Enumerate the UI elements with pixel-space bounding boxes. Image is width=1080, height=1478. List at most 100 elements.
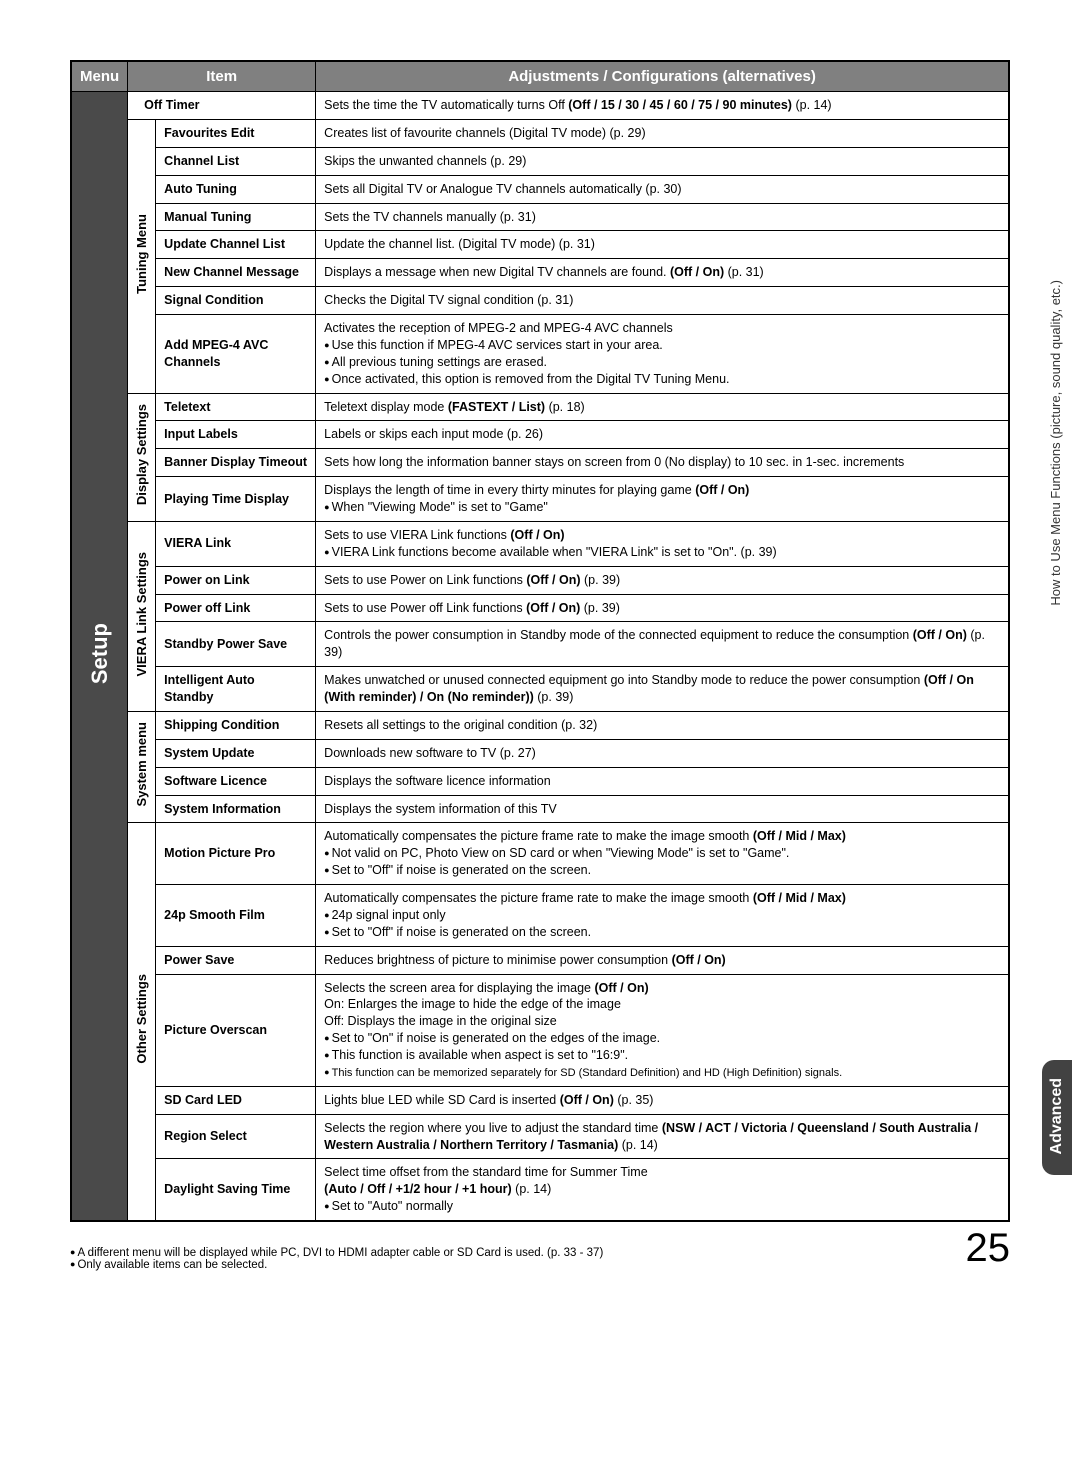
item-cell: Channel List [156,147,316,175]
item-cell: Daylight Saving Time [156,1159,316,1221]
header-adj: Adjustments / Configurations (alternativ… [316,61,1009,92]
table-row: Intelligent Auto Standby Makes unwatched… [71,667,1009,712]
table-row: Auto Tuning Sets all Digital TV or Analo… [71,175,1009,203]
desc-cell: Reduces brightness of picture to minimis… [316,946,1009,974]
item-cell: Signal Condition [156,287,316,315]
desc-cell: Skips the unwanted channels (p. 29) [316,147,1009,175]
item-cell: Banner Display Timeout [156,449,316,477]
table-row: System Information Displays the system i… [71,795,1009,823]
desc-cell: Checks the Digital TV signal condition (… [316,287,1009,315]
desc-cell: Displays the system information of this … [316,795,1009,823]
table-row: Power Save Reduces brightness of picture… [71,946,1009,974]
footer-note: A different menu will be displayed while… [70,1247,603,1259]
item-cell: Update Channel List [156,231,316,259]
desc-cell: Update the channel list. (Digital TV mod… [316,231,1009,259]
desc-cell: Resets all settings to the original cond… [316,711,1009,739]
desc-cell: Controls the power consumption in Standb… [316,622,1009,667]
item-cell: System Information [156,795,316,823]
table-row: Channel List Skips the unwanted channels… [71,147,1009,175]
page-number: 25 [966,1226,1011,1271]
desc-cell: Selects the screen area for displaying t… [316,974,1009,1086]
item-cell: Power on Link [156,566,316,594]
side-tab-gray: How to Use Menu Functions (picture, soun… [1048,280,1072,840]
table-row: Playing Time Display Displays the length… [71,477,1009,522]
table-row: Power on Link Sets to use Power on Link … [71,566,1009,594]
desc-cell: Automatically compensates the picture fr… [316,823,1009,885]
side-tab-dark: Advanced [1042,1060,1072,1175]
desc-cell: Displays a message when new Digital TV c… [316,259,1009,287]
table-row: Picture Overscan Selects the screen area… [71,974,1009,1086]
item-cell: Input Labels [156,421,316,449]
item-cell: Teletext [156,393,316,421]
table-row: Standby Power Save Controls the power co… [71,622,1009,667]
table-row: Setup Off Timer Sets the time the TV aut… [71,92,1009,120]
header-menu: Menu [71,61,128,92]
footer: A different menu will be displayed while… [70,1226,1010,1271]
desc-cell: Select time offset from the standard tim… [316,1159,1009,1221]
menu-label: Setup [85,613,115,694]
desc-cell: Sets all Digital TV or Analogue TV chann… [316,175,1009,203]
item-cell: 24p Smooth Film [156,885,316,947]
desc-cell: Makes unwatched or unused connected equi… [316,667,1009,712]
group-cell: Other Settings [128,823,156,1221]
item-cell: Motion Picture Pro [156,823,316,885]
item-cell: Standby Power Save [156,622,316,667]
item-cell: VIERA Link [156,521,316,566]
item-cell: Playing Time Display [156,477,316,522]
table-row: New Channel Message Displays a message w… [71,259,1009,287]
item-cell: Region Select [156,1114,316,1159]
item-cell: Add MPEG-4 AVC Channels [156,315,316,394]
desc-cell: Displays the length of time in every thi… [316,477,1009,522]
desc-cell: Sets how long the information banner sta… [316,449,1009,477]
table-row: Other Settings Motion Picture Pro Automa… [71,823,1009,885]
side-tabs: How to Use Menu Functions (picture, soun… [1030,0,1080,1291]
footer-notes: A different menu will be displayed while… [70,1247,603,1271]
desc-cell: Downloads new software to TV (p. 27) [316,739,1009,767]
group-cell: Display Settings [128,393,156,521]
item-cell: Shipping Condition [156,711,316,739]
group-cell: Tuning Menu [128,119,156,393]
item-cell: Software Licence [156,767,316,795]
desc-cell: Automatically compensates the picture fr… [316,885,1009,947]
table-row: SD Card LED Lights blue LED while SD Car… [71,1086,1009,1114]
desc-cell: Sets the TV channels manually (p. 31) [316,203,1009,231]
table-row: Daylight Saving Time Select time offset … [71,1159,1009,1221]
group-cell: VIERA Link Settings [128,521,156,711]
table-row: System menu Shipping Condition Resets al… [71,711,1009,739]
table-row: System Update Downloads new software to … [71,739,1009,767]
item-cell: Power Save [156,946,316,974]
table-row: 24p Smooth Film Automatically compensate… [71,885,1009,947]
table-row: Power off Link Sets to use Power off Lin… [71,594,1009,622]
menu-cell: Setup [71,92,128,1222]
desc-cell: Displays the software licence informatio… [316,767,1009,795]
desc-cell: Creates list of favourite channels (Digi… [316,119,1009,147]
desc-cell: Sets to use Power on Link functions (Off… [316,566,1009,594]
item-cell: System Update [156,739,316,767]
desc-cell: Sets the time the TV automatically turns… [316,92,1009,120]
header-item: Item [128,61,316,92]
item-cell: Intelligent Auto Standby [156,667,316,712]
table-row: Region Select Selects the region where y… [71,1114,1009,1159]
table-row: Manual Tuning Sets the TV channels manua… [71,203,1009,231]
table-row: Update Channel List Update the channel l… [71,231,1009,259]
desc-cell: Activates the reception of MPEG-2 and MP… [316,315,1009,394]
desc-cell: Labels or skips each input mode (p. 26) [316,421,1009,449]
footer-note: Only available items can be selected. [70,1259,267,1271]
table-row: Software Licence Displays the software l… [71,767,1009,795]
settings-table: Menu Item Adjustments / Configurations (… [70,60,1010,1222]
table-row: Tuning Menu Favourites Edit Creates list… [71,119,1009,147]
table-row: Input Labels Labels or skips each input … [71,421,1009,449]
table-row: VIERA Link Settings VIERA Link Sets to u… [71,521,1009,566]
item-cell: Off Timer [128,92,316,120]
item-cell: SD Card LED [156,1086,316,1114]
item-cell: Picture Overscan [156,974,316,1086]
group-cell: System menu [128,711,156,823]
item-cell: Favourites Edit [156,119,316,147]
item-cell: New Channel Message [156,259,316,287]
table-row: Banner Display Timeout Sets how long the… [71,449,1009,477]
desc-cell: Teletext display mode (FASTEXT / List) (… [316,393,1009,421]
table-row: Signal Condition Checks the Digital TV s… [71,287,1009,315]
desc-cell: Sets to use Power off Link functions (Of… [316,594,1009,622]
table-row: Display Settings Teletext Teletext displ… [71,393,1009,421]
table-row: Add MPEG-4 AVC Channels Activates the re… [71,315,1009,394]
